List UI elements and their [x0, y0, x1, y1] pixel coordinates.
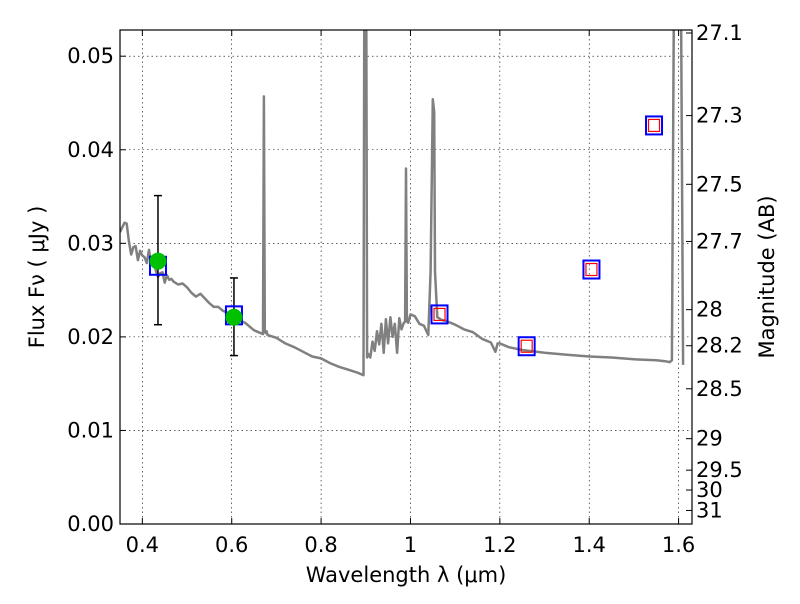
y-axis-label: Flux Fν ( μJy )	[25, 206, 49, 349]
y2-tick-label: 27.3	[696, 104, 743, 128]
y-tick-label: 0.00	[67, 512, 114, 536]
x-tick-label: 1.2	[483, 533, 516, 557]
detection-point	[226, 309, 242, 325]
y2-tick-label: 28	[696, 298, 723, 322]
y-tick-label: 0.04	[67, 138, 114, 162]
y2-tick-label: 31	[696, 498, 723, 522]
y-tick-label: 0.02	[67, 325, 114, 349]
x-axis-label: Wavelength λ (μm)	[306, 563, 507, 587]
x-tick-label: 1.4	[573, 533, 606, 557]
y-tick-label: 0.01	[67, 418, 114, 442]
sed-chart: 0.4 0.6 0.8 1 1.2 1.4 1.6 0.00 0.01 0.02 0.03 0.04 0…	[0, 0, 800, 600]
y2-tick-label: 29	[696, 427, 723, 451]
x-tick-label: 0.6	[215, 533, 248, 557]
y2-tick-label: 28.5	[696, 377, 743, 401]
x-tick-label: 1	[404, 533, 417, 557]
y-tick-label: 0.03	[67, 231, 114, 255]
x-tick-label: 1.6	[662, 533, 695, 557]
y2-axis-label: Magnitude (AB)	[755, 195, 779, 358]
y2-tick-label: 27.5	[696, 172, 743, 196]
chart-svg: 0.4 0.6 0.8 1 1.2 1.4 1.6 0.00 0.01 0.02 0.03 0.04 0…	[0, 0, 800, 600]
y2-tick-label: 28.2	[696, 334, 743, 358]
y-tick-label: 0.05	[67, 44, 114, 68]
x-tick-label: 0.4	[126, 533, 159, 557]
y2-tick-label: 27.1	[696, 21, 743, 45]
x-tick-label: 0.8	[304, 533, 337, 557]
detection-point	[150, 253, 166, 269]
y2-tick-label: 27.7	[696, 229, 743, 253]
